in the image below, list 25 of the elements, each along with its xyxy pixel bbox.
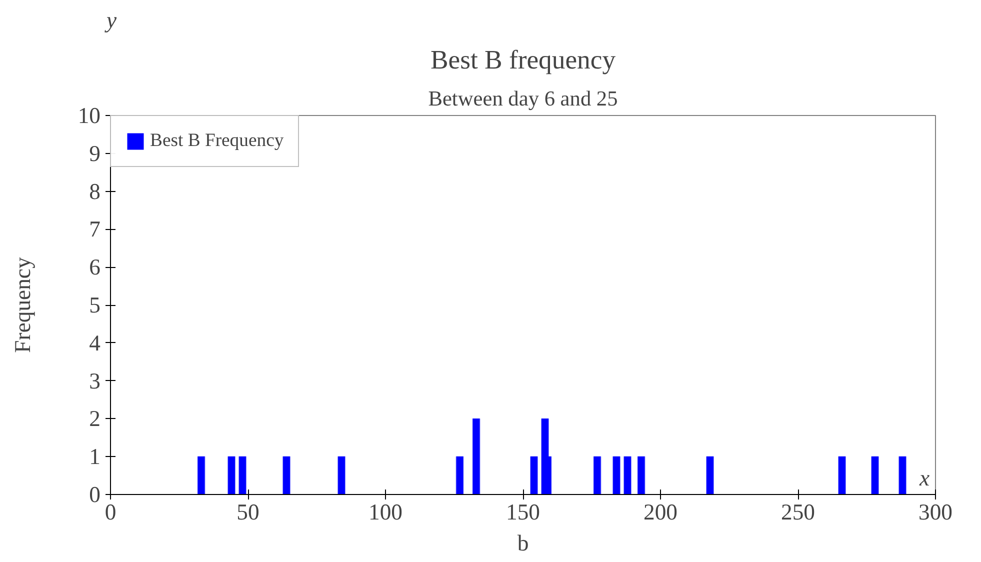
y-tick-label: 6 — [89, 254, 100, 280]
y-tick-label: 7 — [89, 216, 100, 242]
x-tick-label: 0 — [104, 500, 116, 524]
chart-title: Best B frequency — [430, 44, 616, 74]
y-tick-label: 4 — [89, 330, 100, 356]
y-tick-label: 0 — [89, 482, 100, 507]
x-tick-label: 100 — [368, 500, 402, 524]
y-tick-label: 1 — [89, 444, 100, 470]
y-tick-label: 5 — [89, 292, 100, 318]
y-tick-label: 10 — [78, 103, 100, 128]
x-tick-label: 300 — [918, 500, 952, 524]
annotation: x — [918, 466, 930, 490]
text: y — [104, 8, 118, 32]
y-tick-label: 2 — [89, 406, 100, 432]
y-tick-label: 9 — [89, 140, 100, 166]
y-axis-title: Frequency — [10, 256, 35, 353]
y-tick-label: 3 — [89, 368, 100, 394]
x-tick-label: 150 — [506, 500, 540, 524]
y-tick-label: 8 — [89, 178, 100, 204]
chart-subtitle: Between day 6 and 25 — [428, 86, 618, 110]
x-axis-title: b — [517, 530, 529, 556]
x-tick-label: 50 — [236, 500, 260, 524]
legend-label: Best B Frequency — [150, 130, 284, 152]
x-tick-label: 250 — [781, 500, 815, 524]
x-tick-label: 200 — [644, 500, 678, 524]
